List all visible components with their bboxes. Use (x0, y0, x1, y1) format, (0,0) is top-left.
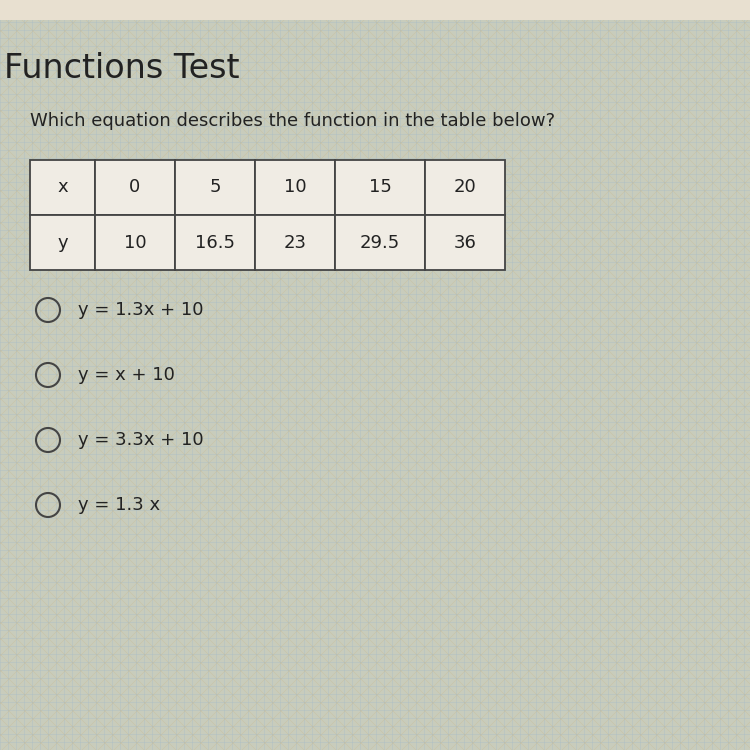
Text: 23: 23 (284, 233, 307, 251)
Text: 0: 0 (129, 178, 141, 196)
Bar (255, 215, 335, 270)
Text: 15: 15 (368, 178, 392, 196)
Text: 10: 10 (284, 178, 306, 196)
Text: y = 1.3 x: y = 1.3 x (78, 496, 160, 514)
Text: 5: 5 (209, 178, 220, 196)
Bar (30, 215, 95, 270)
Text: 20: 20 (454, 178, 476, 196)
Bar (335, 160, 425, 215)
Bar (175, 160, 255, 215)
Bar (95, 160, 175, 215)
Bar (30, 160, 95, 215)
Bar (335, 215, 425, 270)
Text: 36: 36 (454, 233, 476, 251)
Text: y: y (57, 233, 68, 251)
Text: y = x + 10: y = x + 10 (78, 366, 175, 384)
Text: Functions Test: Functions Test (4, 52, 239, 85)
Bar (95, 215, 175, 270)
Text: y = 1.3x + 10: y = 1.3x + 10 (78, 301, 203, 319)
Text: 10: 10 (124, 233, 146, 251)
Bar (175, 215, 255, 270)
Text: Which equation describes the function in the table below?: Which equation describes the function in… (30, 112, 555, 130)
Text: x: x (57, 178, 68, 196)
Bar (0, 0, 750, 20)
Bar (425, 160, 505, 215)
Bar (255, 160, 335, 215)
Text: 29.5: 29.5 (360, 233, 401, 251)
Text: y = 3.3x + 10: y = 3.3x + 10 (78, 431, 203, 449)
Text: 16.5: 16.5 (195, 233, 235, 251)
Bar (425, 215, 505, 270)
